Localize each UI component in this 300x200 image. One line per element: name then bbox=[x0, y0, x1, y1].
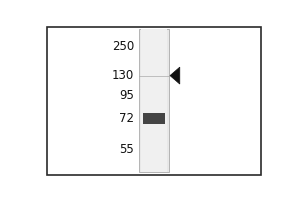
Text: 95: 95 bbox=[119, 89, 134, 102]
Polygon shape bbox=[170, 67, 180, 84]
Text: 72: 72 bbox=[119, 112, 134, 125]
Text: 250: 250 bbox=[112, 40, 134, 53]
Text: 55: 55 bbox=[119, 143, 134, 156]
Text: 130: 130 bbox=[112, 69, 134, 82]
Bar bbox=[143, 113, 165, 124]
